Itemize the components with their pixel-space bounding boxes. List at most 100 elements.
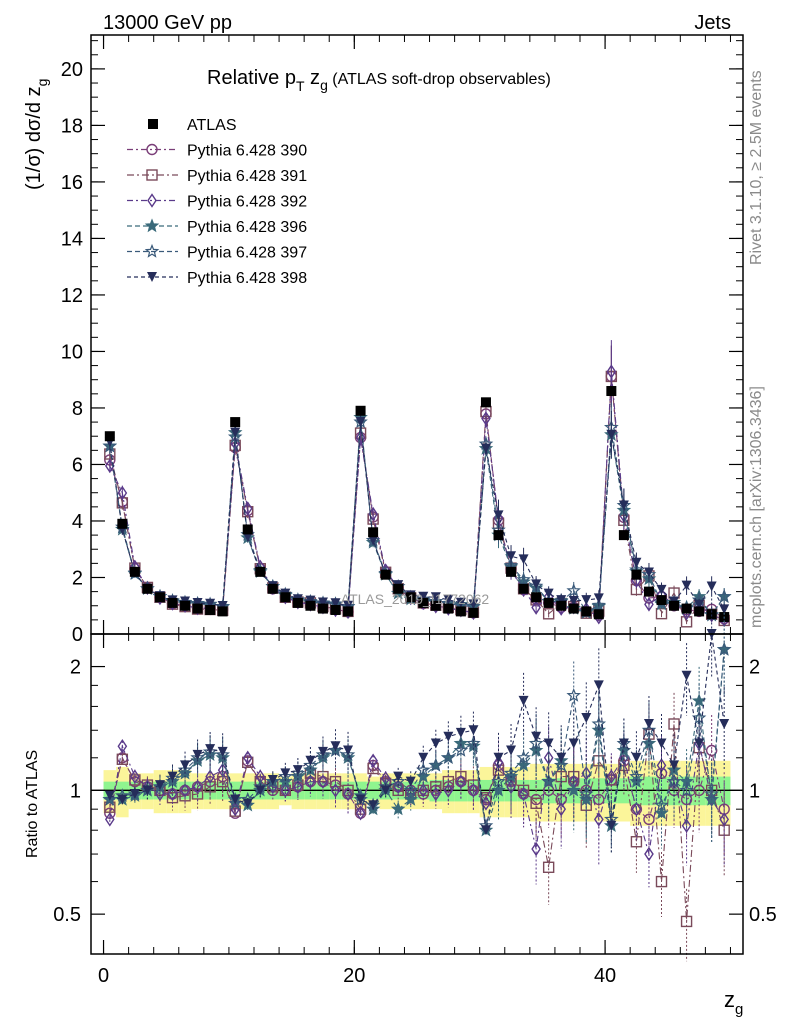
series-ratio-point: [493, 755, 504, 770]
series-point: [242, 501, 253, 516]
data-point: [343, 606, 354, 617]
data-point: [468, 607, 479, 618]
y-tick-label-main: 18: [61, 115, 83, 137]
series-ratio-point: [205, 744, 216, 755]
series-point: [618, 500, 629, 511]
series-ratio-point: [416, 762, 431, 777]
data-point: [205, 604, 216, 615]
series-point: [606, 364, 617, 379]
data-point: [618, 530, 629, 541]
series-ratio-point: [542, 861, 555, 873]
x-axis-label: zg: [724, 987, 743, 1018]
series-ratio-point: [330, 783, 341, 798]
legend-label-data: ATLAS: [187, 117, 237, 134]
series-ratio-point: [292, 765, 303, 776]
series-ratio-point: [566, 782, 581, 797]
data-point: [217, 606, 228, 617]
series-ratio-point: [556, 752, 567, 763]
series-point: [566, 583, 581, 597]
data-point: [393, 583, 404, 594]
data-point: [656, 595, 667, 606]
legend-label: Pythia 6.428 398: [187, 270, 307, 287]
series-ratio-point: [681, 670, 692, 681]
data-point: [706, 609, 717, 620]
series-point: [681, 580, 692, 591]
series-point: [205, 598, 216, 609]
data-point: [355, 405, 366, 416]
series-point: [568, 595, 579, 606]
series-ratio-point: [167, 786, 178, 802]
series-ratio-point: [428, 757, 444, 772]
series-ratio-point: [719, 718, 730, 729]
series-ratio-point: [644, 846, 654, 862]
y-tick-label-ratio: 2: [70, 657, 81, 679]
data-point: [180, 600, 191, 611]
series-ratio-point: [117, 794, 128, 805]
series-ratio-point: [267, 774, 278, 785]
data-point: [405, 592, 416, 603]
ratio-frame: [90, 633, 744, 955]
y-tick-label-main: 6: [72, 454, 83, 476]
series-ratio-group: [104, 598, 730, 853]
series-ratio-point: [280, 783, 291, 798]
series-ratio-point: [255, 769, 266, 784]
data-point: [255, 566, 266, 577]
series-point: [355, 416, 366, 427]
series-point: [493, 510, 504, 521]
series-point: [368, 535, 379, 546]
series-point: [481, 411, 491, 426]
series-ratio-point: [581, 712, 592, 723]
data-point: [317, 603, 328, 614]
series-point: [606, 429, 617, 440]
series-ratio-point: [405, 776, 416, 787]
series-point: [343, 600, 354, 611]
series-ratio-point: [693, 784, 705, 797]
series-point: [644, 597, 654, 612]
series-ratio-point: [468, 783, 479, 798]
header-process: 13000 GeV pp: [103, 12, 232, 34]
series-ratio-point: [543, 738, 554, 749]
series-ratio-point: [192, 749, 203, 760]
data-point: [154, 592, 165, 603]
series-ratio-point: [531, 731, 542, 742]
data-point: [455, 606, 466, 617]
series-ratio-point: [430, 786, 441, 802]
series-ratio-point: [716, 641, 732, 656]
series-ratio-point: [491, 773, 506, 788]
series-point: [656, 584, 667, 595]
data-point: [242, 524, 253, 535]
series-ratio-point: [343, 745, 354, 756]
legend-marker: [146, 169, 158, 181]
series-ratio-point: [593, 812, 604, 827]
header-category: Jets: [694, 12, 731, 34]
series-ratio-point: [553, 757, 569, 772]
series-ratio-point: [629, 768, 644, 783]
series-ratio-line: [109, 723, 725, 922]
series-ratio-point: [530, 797, 542, 810]
series-point: [719, 604, 730, 615]
legend-label: Pythia 6.428 390: [187, 143, 307, 160]
data-point: [280, 592, 291, 603]
series-ratio-point: [503, 765, 519, 780]
series-point: [593, 593, 604, 604]
y-tick-label-main: 10: [61, 341, 83, 363]
series-ratio-point: [318, 774, 328, 789]
series-point: [355, 430, 366, 445]
series-point: [443, 594, 454, 605]
series-ratio-point: [192, 779, 203, 795]
series-ratio-point: [719, 812, 730, 827]
series-ratio-group: [104, 692, 730, 962]
series-ratio-point: [441, 750, 456, 764]
series-ratio-point: [230, 794, 241, 805]
data-point: [493, 530, 504, 541]
ratio-panel: [91, 598, 743, 962]
series-ratio-point: [593, 680, 604, 691]
series-ratio-point: [255, 785, 266, 796]
series-point: [480, 443, 491, 454]
series-point: [591, 597, 607, 612]
series-ratio-point: [643, 718, 654, 729]
data-point: [694, 606, 705, 617]
data-point: [117, 518, 128, 529]
data-point: [568, 603, 579, 614]
series-ratio-point: [130, 769, 140, 784]
